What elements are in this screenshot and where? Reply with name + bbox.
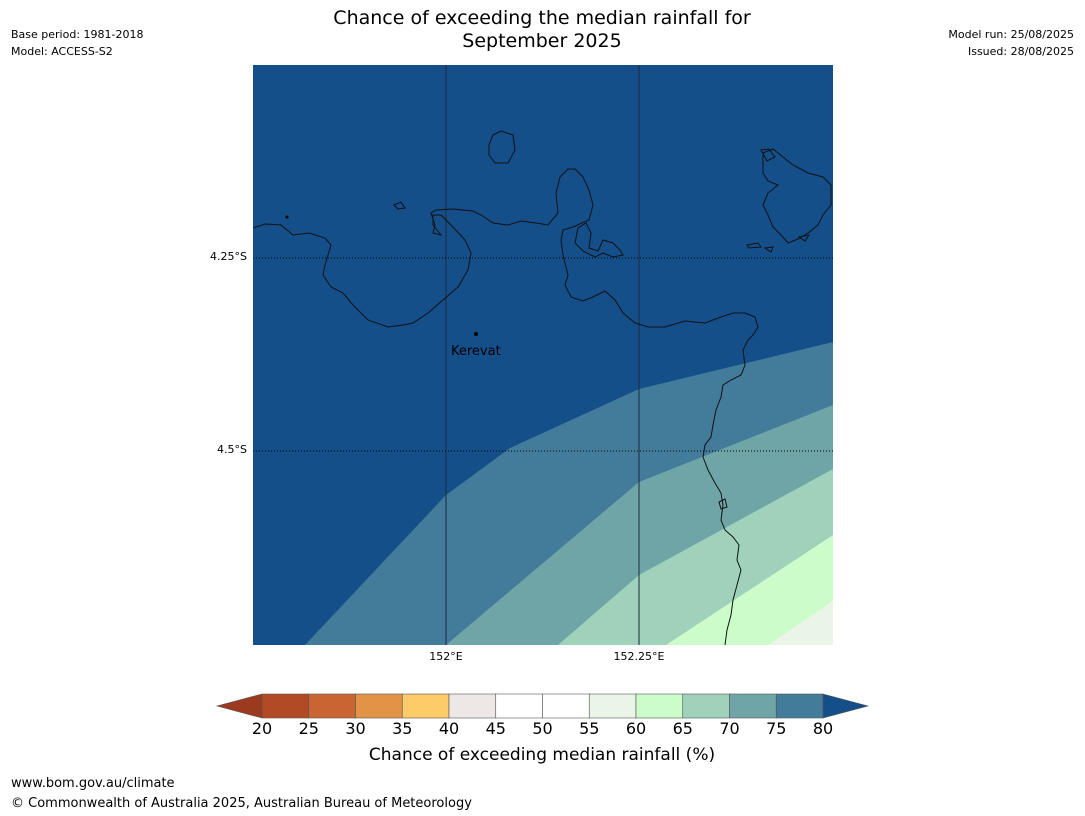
colorbar-cell — [495, 693, 543, 719]
colorbar-tick-label: 40 — [438, 719, 460, 738]
colorbar-tick-label: 25 — [298, 719, 319, 738]
footer-copyright: © Commonwealth of Australia 2025, Austra… — [11, 796, 472, 811]
colorbar — [215, 693, 870, 719]
colorbar-label: Chance of exceeding median rainfall (%) — [368, 745, 716, 765]
island-north — [488, 130, 516, 164]
colorbar-cell — [355, 693, 403, 719]
issued-date: Issued: 28/08/2025 — [967, 45, 1074, 58]
colorbar-cell — [542, 693, 590, 719]
lon-label-152e: 152°E — [429, 650, 463, 663]
band-60 — [666, 535, 833, 645]
colorbar-cell — [261, 693, 310, 719]
model-run-date: Model run: 25/08/2025 — [948, 28, 1074, 41]
islet-east-3 — [763, 246, 774, 253]
footer-url: www.bom.gov.au/climate — [11, 776, 175, 791]
lat-label-4-5s: 4.5°S — [217, 443, 247, 456]
colorbar-arrow-high — [822, 693, 870, 719]
islet-dot — [285, 215, 289, 219]
islet-east-4 — [797, 234, 811, 242]
colorbar-cell — [308, 693, 356, 719]
colorbar-cell — [401, 693, 450, 719]
run-info: Model run: 25/08/2025 Issued: 28/08/2025 — [948, 26, 1074, 60]
colorbar-tick-label: 60 — [625, 719, 647, 738]
islet-east-1 — [760, 148, 776, 162]
colorbar-cell — [635, 693, 684, 719]
coastline — [252, 130, 832, 646]
colorbar-cell — [448, 693, 497, 719]
colorbar-tick-label: 50 — [532, 719, 553, 738]
map-title-line1: Chance of exceeding the median rainfall … — [333, 7, 751, 29]
kerevat-marker — [474, 332, 478, 336]
coastline-main — [252, 168, 759, 646]
islet-east-2 — [746, 242, 762, 249]
colorbar-cell — [588, 693, 637, 719]
colorbar-tick-label: 20 — [251, 719, 273, 738]
islet-river — [718, 498, 728, 510]
kerevat-label: Kerevat — [451, 344, 501, 359]
colorbar-cell — [775, 693, 824, 719]
colorbar-cell — [682, 693, 730, 719]
map-canvas: Kerevat — [252, 65, 833, 646]
base-period: Base period: 1981-2018 — [11, 28, 144, 41]
lon-label-152-25e: 152.25°E — [613, 650, 665, 663]
map-title: Chance of exceeding the median rainfall … — [242, 7, 842, 53]
band-55 — [768, 601, 833, 645]
rainfall-map: Kerevat — [252, 65, 833, 646]
colorbar-tick-label: 75 — [766, 719, 787, 738]
colorbar-cell — [729, 693, 777, 719]
colorbar-tick-label: 80 — [812, 719, 834, 738]
colorbar-tick-label: 35 — [392, 719, 413, 738]
colorbar-tick-label: 45 — [485, 719, 506, 738]
model-info: Base period: 1981-2018 Model: ACCESS-S2 — [11, 26, 143, 60]
model-name: Model: ACCESS-S2 — [11, 45, 113, 58]
coastline-bay — [574, 222, 624, 258]
colorbar-arrow-low — [215, 693, 263, 719]
colorbar-tick-label: 70 — [719, 719, 740, 738]
colorbar-tick-label: 30 — [345, 719, 366, 738]
colorbar-tick-label: 55 — [579, 719, 600, 738]
colorbar-tick-label: 65 — [672, 719, 693, 738]
islet-west — [393, 201, 406, 210]
map-title-line2: September 2025 — [462, 30, 622, 52]
lat-label-4-25s: 4.25°S — [210, 250, 247, 263]
